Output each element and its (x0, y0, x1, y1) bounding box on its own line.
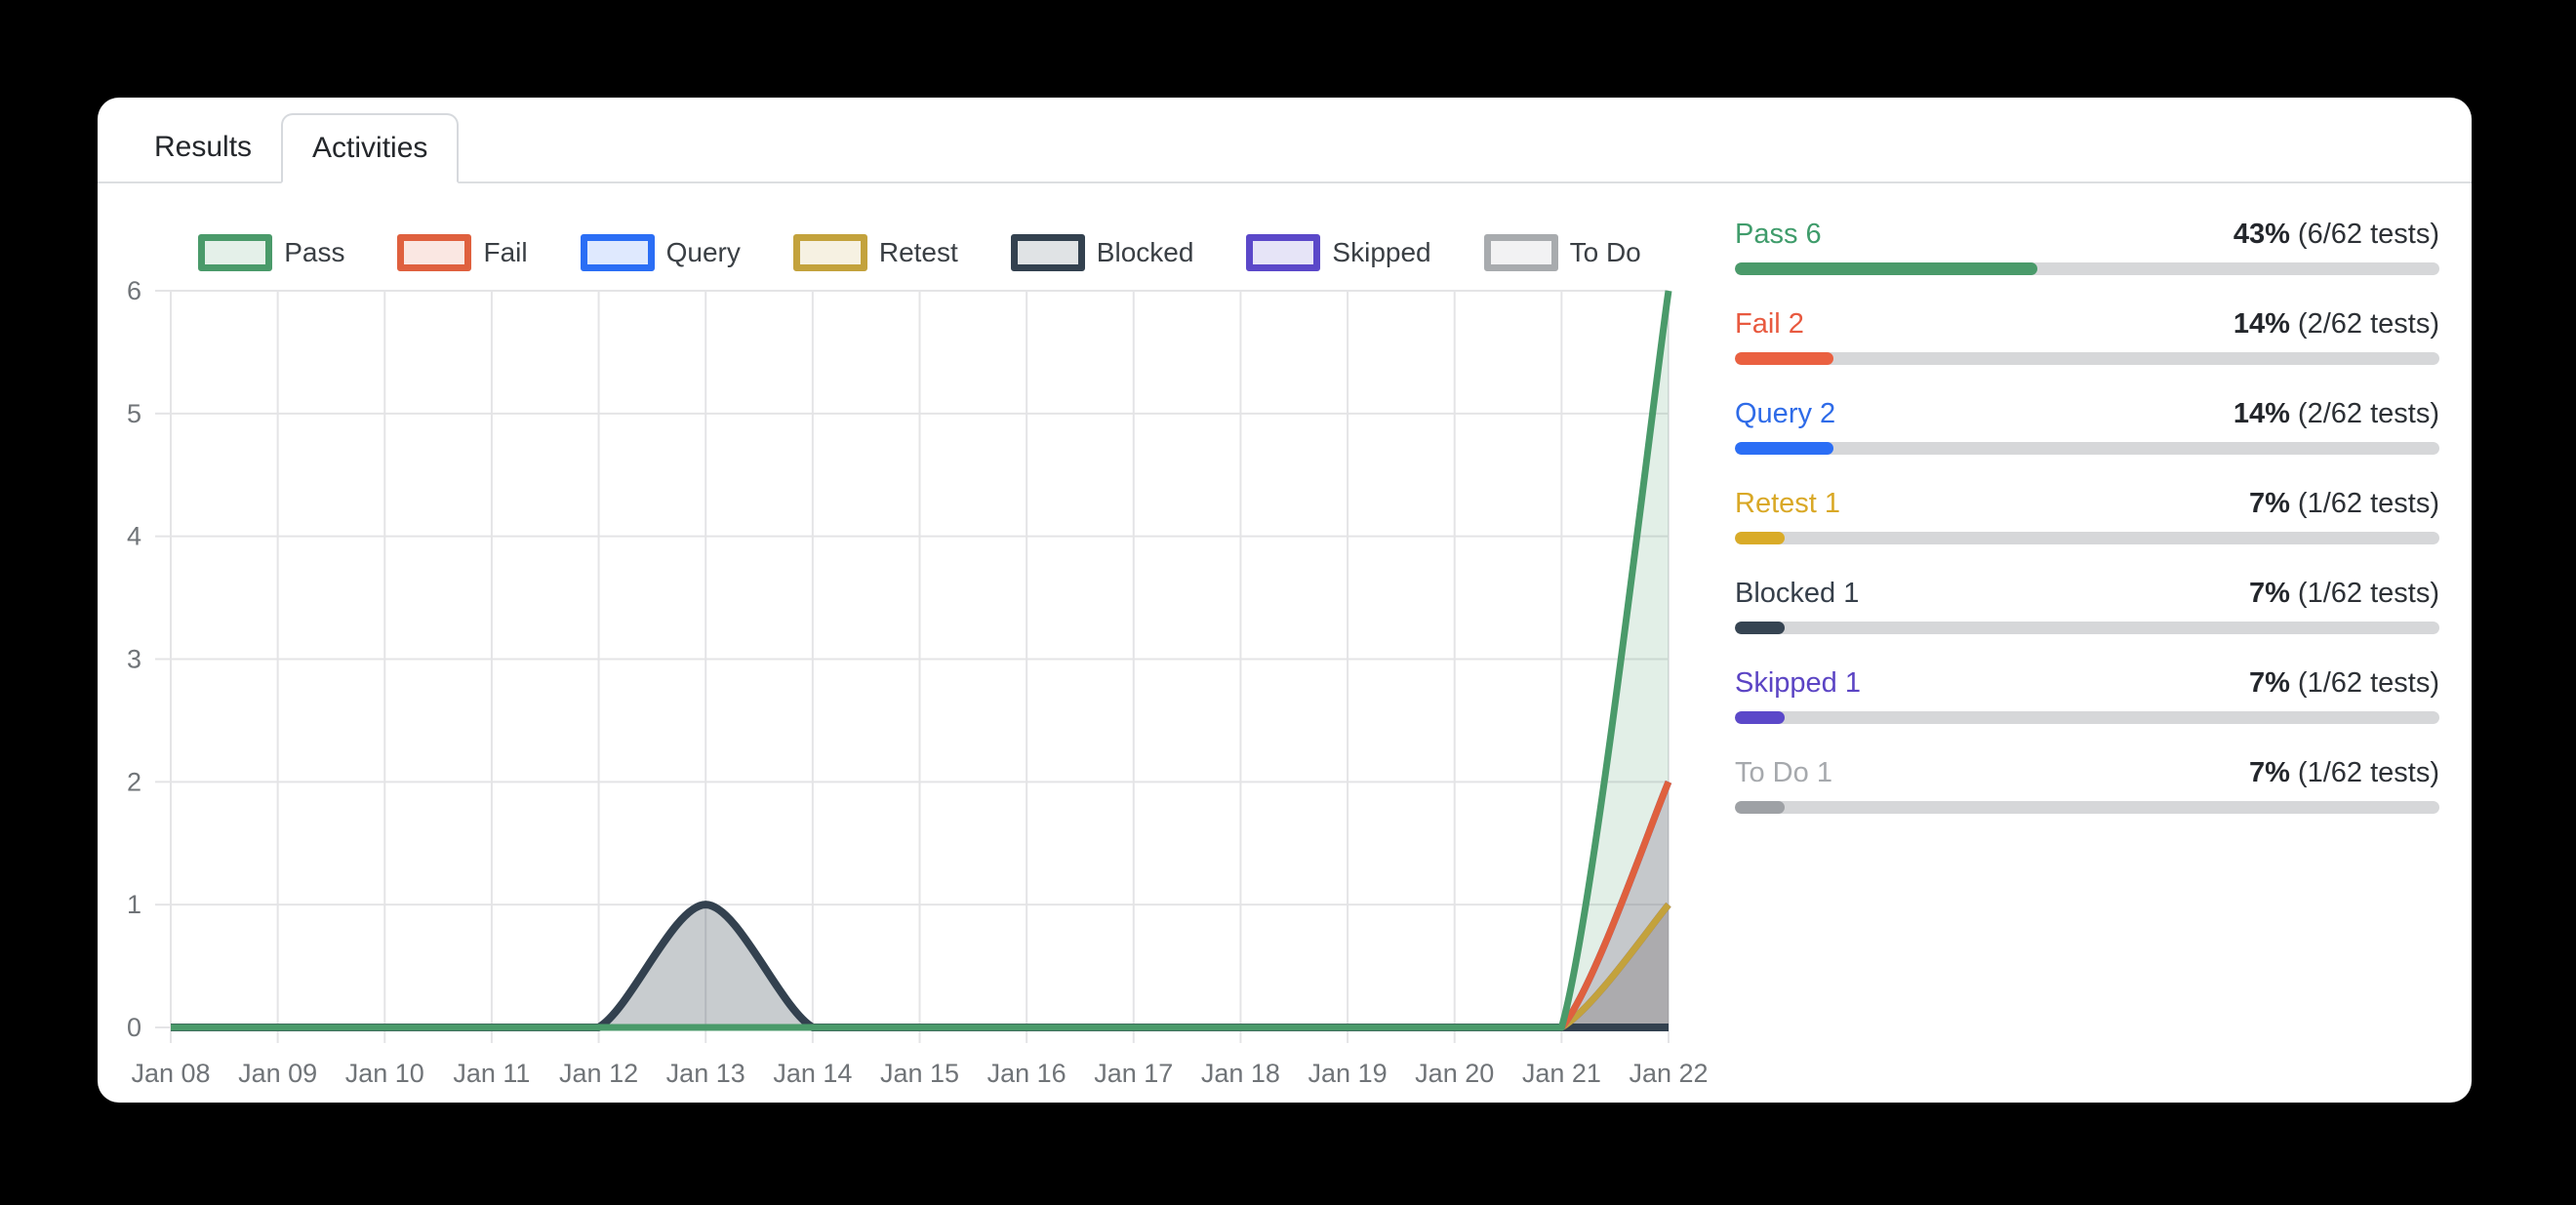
series-line-pass (170, 290, 1672, 1031)
summary-status-value: 7% (1/62 tests) (2248, 757, 2439, 788)
legend-label: Pass (284, 237, 345, 267)
y-axis-tick: 4 (127, 522, 141, 551)
summary-progress-track (1735, 352, 2439, 365)
summary-row-pass-6: Pass 6 43% (6/62 tests) (1735, 219, 2439, 275)
summary-progress-track (1735, 532, 2439, 544)
summary-row-fail-2: Fail 2 14% (2/62 tests) (1735, 308, 2439, 365)
legend-item-skipped[interactable]: Skipped (1246, 234, 1431, 271)
summary-status-label: Skipped 1 (1735, 667, 1861, 699)
activities-panel-card: Results Activities 0 1 2 3 4 5 6 Jan 08 Jan 09 Ja… (98, 98, 2472, 1103)
legend-item-pass[interactable]: Pass (198, 234, 344, 271)
x-axis-tick: Jan 17 (1094, 1059, 1173, 1088)
x-axis-tick: Jan 14 (773, 1059, 852, 1088)
summary-progress-fill (1735, 352, 1834, 365)
x-axis-tick: Jan 15 (880, 1059, 959, 1088)
summary-progress-fill (1735, 801, 1785, 814)
summary-row-query-2: Query 2 14% (2/62 tests) (1735, 398, 2439, 455)
legend-item-query[interactable]: Query (580, 234, 741, 271)
x-axis-tick: Jan 22 (1629, 1059, 1708, 1088)
y-axis-tick: 5 (127, 399, 141, 428)
legend-swatch-icon (1483, 234, 1558, 271)
y-axis-tick: 0 (127, 1013, 141, 1042)
summary-progress-track (1735, 801, 2439, 814)
summary-progress-fill (1735, 532, 1785, 544)
summary-status-label: Blocked 1 (1735, 578, 1860, 609)
legend-swatch-icon (198, 234, 273, 271)
summary-row-to-do-1: To Do 1 7% (1/62 tests) (1735, 757, 2439, 814)
chart-legend: Pass Fail Query Retest Blocked Skipped To Do (171, 234, 1669, 271)
summary-status-value: 7% (1/62 tests) (2248, 488, 2439, 519)
x-axis-tick: Jan 19 (1308, 1059, 1388, 1088)
activity-area-chart: 0 1 2 3 4 5 6 Jan 08 Jan 09 Jan 10 Jan 11 Jan 12 Jan… (127, 276, 1709, 1088)
legend-swatch-icon (792, 234, 867, 271)
x-axis-tick: Jan 09 (238, 1059, 317, 1088)
legend-item-to-do[interactable]: To Do (1483, 234, 1641, 271)
summary-progress-track (1735, 442, 2439, 455)
legend-label: Blocked (1096, 237, 1194, 267)
summary-progress-track (1735, 711, 2439, 724)
legend-label: Query (665, 237, 741, 267)
summary-status-label: Retest 1 (1735, 488, 1840, 519)
summary-status-value: 43% (6/62 tests) (2233, 219, 2439, 250)
legend-swatch-icon (580, 234, 655, 271)
summary-row-skipped-1: Skipped 1 7% (1/62 tests) (1735, 667, 2439, 724)
x-axis-tick: Jan 21 (1522, 1059, 1601, 1088)
legend-label: Retest (878, 237, 958, 267)
summary-status-label: Query 2 (1735, 398, 1836, 429)
summary-status-value: 7% (1/62 tests) (2248, 667, 2439, 699)
legend-item-fail[interactable]: Fail (397, 234, 528, 271)
summary-status-label: To Do 1 (1735, 757, 1832, 788)
x-axis-tick: Jan 10 (345, 1059, 424, 1088)
summary-status-label: Fail 2 (1735, 308, 1804, 340)
legend-swatch-icon (397, 234, 472, 271)
y-axis-tick: 2 (127, 767, 141, 796)
x-axis-tick: Jan 20 (1415, 1059, 1494, 1088)
legend-item-blocked[interactable]: Blocked (1010, 234, 1194, 271)
x-axis-tick: Jan 18 (1201, 1059, 1280, 1088)
summary-progress-fill (1735, 622, 1785, 634)
tab-results[interactable]: Results (154, 131, 253, 163)
y-axis-tick: 3 (127, 645, 141, 674)
summary-progress-fill (1735, 262, 2038, 275)
legend-label: To Do (1569, 237, 1641, 267)
tab-bar: Results Activities (98, 98, 2472, 183)
summary-progress-track (1735, 262, 2439, 275)
summary-status-value: 14% (2/62 tests) (2233, 398, 2439, 429)
legend-item-retest[interactable]: Retest (792, 234, 958, 271)
x-axis-tick: Jan 13 (666, 1059, 745, 1088)
x-axis-tick: Jan 16 (987, 1059, 1067, 1088)
legend-label: Skipped (1332, 237, 1431, 267)
y-axis-tick: 1 (127, 890, 141, 919)
summary-progress-track (1735, 622, 2439, 634)
legend-swatch-icon (1010, 234, 1085, 271)
tab-activities[interactable]: Activities (281, 113, 460, 183)
summary-status-label: Pass 6 (1735, 219, 1822, 250)
summary-status-value: 7% (1/62 tests) (2248, 578, 2439, 609)
summary-progress-fill (1735, 711, 1785, 724)
summary-status-value: 14% (2/62 tests) (2233, 308, 2439, 340)
summary-progress-fill (1735, 442, 1834, 455)
summary-row-retest-1: Retest 1 7% (1/62 tests) (1735, 488, 2439, 544)
legend-label: Fail (483, 237, 528, 267)
activities-content: 0 1 2 3 4 5 6 Jan 08 Jan 09 Jan 10 Jan 11 Jan 12 Jan… (98, 183, 2472, 1101)
x-axis-tick: Jan 11 (453, 1059, 530, 1088)
x-axis-tick: Jan 08 (131, 1059, 210, 1088)
status-summary-panel: Pass 6 43% (6/62 tests) Fail 2 14% (2/62 te… (1735, 219, 2439, 847)
x-axis-tick: Jan 12 (559, 1059, 638, 1088)
y-axis-tick: 6 (127, 276, 141, 305)
legend-swatch-icon (1246, 234, 1321, 271)
summary-row-blocked-1: Blocked 1 7% (1/62 tests) (1735, 578, 2439, 634)
